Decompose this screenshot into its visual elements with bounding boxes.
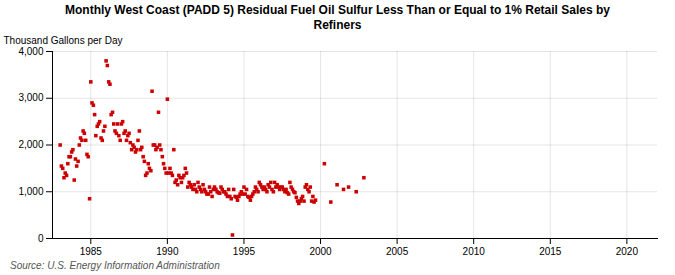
svg-text:2,000: 2,000 [18, 139, 43, 150]
svg-text:Thousand Gallons per Day: Thousand Gallons per Day [4, 35, 123, 46]
svg-text:1995: 1995 [233, 246, 256, 257]
svg-text:0: 0 [38, 233, 44, 244]
svg-text:3,000: 3,000 [18, 92, 43, 103]
svg-text:2010: 2010 [463, 246, 486, 257]
html-text:Source: U.S. Energy Informatio: Source: U.S. Energy Information Administ… [10, 260, 220, 271]
svg-text:2000: 2000 [309, 246, 332, 257]
svg-text:1,000: 1,000 [18, 186, 43, 197]
svg-text:4,000: 4,000 [18, 46, 43, 57]
svg-text:2005: 2005 [386, 246, 409, 257]
svg-text:1990: 1990 [156, 246, 179, 257]
html-text:Monthly West Coast (PADD 5) Re: Monthly West Coast (PADD 5) Residual Fue… [65, 3, 610, 32]
svg-text:2020: 2020 [616, 246, 639, 257]
svg-text:1985: 1985 [80, 246, 103, 257]
svg-text:2015: 2015 [539, 246, 562, 257]
